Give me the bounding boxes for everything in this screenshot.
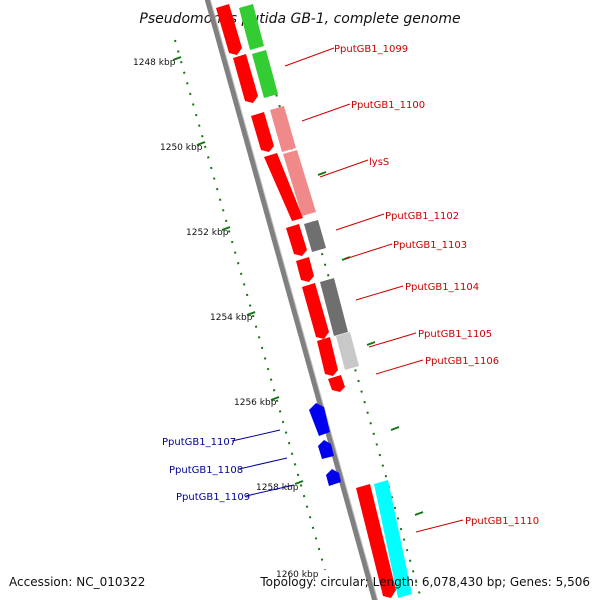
reverse-strand-features [309, 403, 341, 486]
leader-line [355, 285, 404, 301]
gene-label[interactable]: PputGB1_1110 [465, 516, 539, 527]
cds-track [216, 4, 396, 598]
feature-block-pink[interactable] [270, 106, 296, 152]
tick-mark [294, 480, 304, 485]
gene-label[interactable]: PputGB1_1107 [162, 437, 236, 448]
feature-block-pink[interactable] [283, 150, 316, 216]
gene-labels-right: PputGB1_1099 PputGB1_1100 lysS PputGB1_1… [284, 44, 539, 533]
leader-line [238, 457, 288, 470]
gene-label[interactable]: PputGB1_1108 [169, 465, 243, 476]
leader-line [344, 243, 393, 260]
cds-feature[interactable] [216, 4, 242, 55]
tick-mark [366, 341, 376, 346]
tick-mark [270, 396, 280, 401]
tick-label: 1252 kbp [186, 228, 229, 238]
gene-label[interactable]: PputGB1_1103 [393, 240, 467, 251]
tick-label: 1260 kbp [276, 570, 319, 580]
gene-label[interactable]: PputGB1_1099 [334, 44, 408, 55]
ruler-ticks: 1248 kbp 1250 kbp 1252 kbp 1254 kbp 1256… [133, 56, 319, 580]
tick-label: 1254 kbp [210, 313, 253, 323]
leader-line [368, 332, 417, 348]
gene-label[interactable]: PputGB1_1109 [176, 492, 250, 503]
reverse-feature[interactable] [309, 403, 330, 436]
feature-block-green[interactable] [252, 50, 278, 98]
cds-feature[interactable] [286, 224, 307, 256]
leader-line [415, 519, 464, 533]
tick-mark [414, 511, 424, 516]
feature-block-green[interactable] [239, 4, 264, 50]
leader-line [284, 47, 335, 67]
leader-line [319, 159, 369, 178]
backbone-highlight [209, 0, 379, 600]
tick-mark [246, 311, 256, 316]
feature-block-dark-gray[interactable] [304, 220, 326, 252]
tick-mark [172, 56, 182, 61]
backbone-line [204, 0, 378, 600]
cds-feature[interactable] [251, 112, 274, 152]
cds-feature[interactable] [328, 375, 345, 392]
position-ruler [174, 39, 326, 571]
leader-line [335, 213, 385, 231]
similarity-track [239, 4, 412, 598]
leader-line [375, 359, 424, 375]
cds-feature[interactable] [233, 54, 258, 103]
reverse-feature[interactable] [318, 440, 334, 459]
gene-label[interactable]: PputGB1_1102 [385, 211, 459, 222]
tick-mark [317, 171, 327, 176]
gene-label[interactable]: PputGB1_1104 [405, 282, 479, 293]
cds-feature[interactable] [356, 484, 396, 598]
outer-track-line [251, 9, 421, 596]
tick-label: 1258 kbp [256, 483, 299, 493]
cds-feature[interactable] [317, 337, 338, 376]
tick-label: 1248 kbp [133, 58, 176, 68]
gene-label[interactable]: PputGB1_1105 [418, 329, 492, 340]
tick-mark [196, 141, 206, 146]
feature-block-dark-gray[interactable] [320, 278, 348, 336]
leader-line [245, 484, 295, 497]
accession-text: Accession: NC_010322 [9, 575, 145, 589]
map-title: Pseudomonas putida GB-1, complete genome [139, 11, 460, 27]
feature-block-light-gray[interactable] [336, 332, 359, 370]
outer-track-ticks [317, 171, 424, 516]
tick-mark [221, 226, 231, 231]
reverse-feature[interactable] [326, 469, 341, 486]
feature-block-cyan[interactable] [374, 480, 412, 598]
tick-mark [390, 426, 400, 431]
tick-label: 1256 kbp [234, 398, 277, 408]
gene-label[interactable]: PputGB1_1106 [425, 356, 499, 367]
cds-feature[interactable] [296, 257, 314, 282]
leader-line [301, 103, 351, 122]
gene-labels-left: PputGB1_1107 PputGB1_1108 PputGB1_1109 [162, 429, 295, 503]
gene-label[interactable]: lysS [369, 157, 389, 168]
tick-label: 1250 kbp [160, 143, 203, 153]
cds-feature[interactable] [302, 283, 329, 339]
gene-label[interactable]: PputGB1_1100 [351, 100, 425, 111]
cds-feature[interactable] [264, 153, 303, 221]
leader-line [231, 429, 281, 442]
genome-summary-text: Topology: circular; Length: 6,078,430 bp… [259, 575, 590, 589]
